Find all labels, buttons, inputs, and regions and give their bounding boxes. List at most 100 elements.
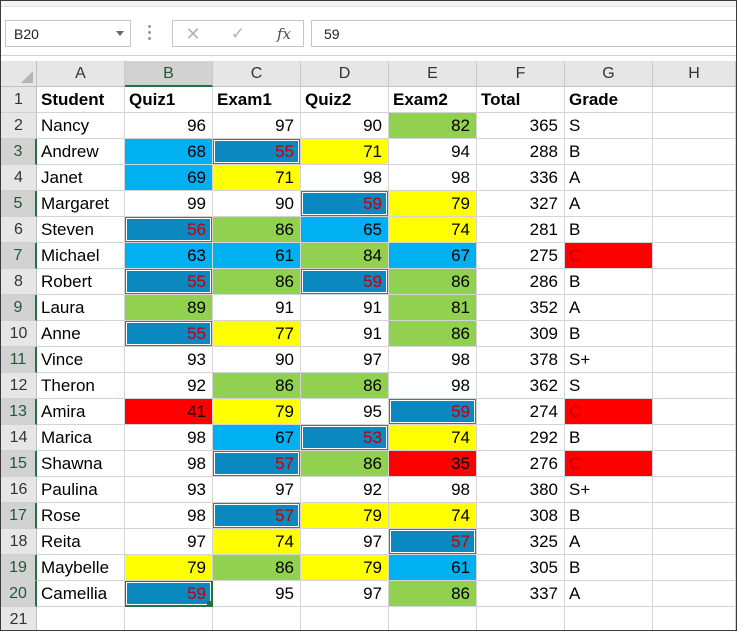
row-header-15[interactable]: 15 [1, 451, 37, 477]
row-header-18[interactable]: 18 [1, 529, 37, 555]
score-cell[interactable]: 68 [125, 139, 213, 165]
score-cell[interactable]: 59 [125, 581, 213, 607]
score-cell[interactable]: 81 [389, 295, 477, 321]
score-cell[interactable]: 59 [389, 399, 477, 425]
row-header-6[interactable]: 6 [1, 217, 37, 243]
score-cell[interactable]: 57 [213, 503, 301, 529]
score-cell[interactable]: 55 [125, 269, 213, 295]
empty-cell[interactable] [653, 243, 736, 269]
total-cell[interactable]: 327 [477, 191, 565, 217]
score-cell[interactable]: 57 [389, 529, 477, 555]
row-header-20[interactable]: 20 [1, 581, 37, 607]
total-cell[interactable]: 336 [477, 165, 565, 191]
score-cell[interactable]: 86 [213, 373, 301, 399]
student-name-cell[interactable]: Margaret [37, 191, 125, 217]
score-cell[interactable]: 59 [301, 191, 389, 217]
score-cell[interactable]: 98 [125, 451, 213, 477]
empty-cell[interactable] [653, 87, 736, 113]
empty-cell[interactable] [653, 581, 736, 607]
header-cell-total[interactable]: Total [477, 87, 565, 113]
total-cell[interactable]: 362 [477, 373, 565, 399]
insert-function-icon[interactable]: fx [276, 25, 291, 43]
score-cell[interactable]: 86 [213, 555, 301, 581]
total-cell[interactable]: 309 [477, 321, 565, 347]
score-cell[interactable]: 82 [389, 113, 477, 139]
score-cell[interactable]: 98 [125, 425, 213, 451]
student-name-cell[interactable]: Vince [37, 347, 125, 373]
score-cell[interactable]: 98 [389, 347, 477, 373]
student-name-cell[interactable]: Robert [37, 269, 125, 295]
score-cell[interactable]: 79 [213, 399, 301, 425]
enter-check-icon[interactable]: ✓ [230, 24, 246, 43]
empty-cell[interactable] [653, 607, 736, 630]
score-cell[interactable]: 98 [389, 373, 477, 399]
score-cell[interactable]: 53 [301, 425, 389, 451]
empty-cell[interactable] [653, 139, 736, 165]
column-header-h[interactable]: H [653, 61, 736, 87]
total-cell[interactable]: 305 [477, 555, 565, 581]
row-header-2[interactable]: 2 [1, 113, 37, 139]
student-name-cell[interactable]: Andrew [37, 139, 125, 165]
grade-cell[interactable]: A [565, 295, 653, 321]
row-header-9[interactable]: 9 [1, 295, 37, 321]
grade-cell[interactable]: B [565, 425, 653, 451]
empty-cell[interactable] [37, 607, 125, 630]
empty-cell[interactable] [653, 165, 736, 191]
empty-cell[interactable] [653, 503, 736, 529]
score-cell[interactable]: 97 [301, 347, 389, 373]
total-cell[interactable]: 274 [477, 399, 565, 425]
total-cell[interactable]: 281 [477, 217, 565, 243]
empty-cell[interactable] [653, 555, 736, 581]
total-cell[interactable]: 365 [477, 113, 565, 139]
student-name-cell[interactable]: Janet [37, 165, 125, 191]
fill-handle[interactable] [207, 601, 212, 606]
score-cell[interactable]: 74 [213, 529, 301, 555]
student-name-cell[interactable]: Laura [37, 295, 125, 321]
grade-cell[interactable]: S+ [565, 347, 653, 373]
score-cell[interactable]: 92 [125, 373, 213, 399]
total-cell[interactable]: 325 [477, 529, 565, 555]
header-cell-quiz1[interactable]: Quiz1 [125, 87, 213, 113]
score-cell[interactable]: 97 [125, 529, 213, 555]
student-name-cell[interactable]: Anne [37, 321, 125, 347]
score-cell[interactable]: 90 [213, 347, 301, 373]
student-name-cell[interactable]: Camellia [37, 581, 125, 607]
student-name-cell[interactable]: Nancy [37, 113, 125, 139]
column-header-f[interactable]: F [477, 61, 565, 87]
student-name-cell[interactable]: Maybelle [37, 555, 125, 581]
row-header-17[interactable]: 17 [1, 503, 37, 529]
column-header-b[interactable]: B [125, 61, 213, 87]
score-cell[interactable]: 77 [213, 321, 301, 347]
total-cell[interactable]: 352 [477, 295, 565, 321]
score-cell[interactable]: 97 [301, 529, 389, 555]
empty-cell[interactable] [301, 607, 389, 630]
student-name-cell[interactable]: Paulina [37, 477, 125, 503]
grade-cell[interactable]: B [565, 321, 653, 347]
row-header-11[interactable]: 11 [1, 347, 37, 373]
grade-cell[interactable]: C [565, 399, 653, 425]
score-cell[interactable]: 91 [301, 321, 389, 347]
score-cell[interactable]: 55 [125, 321, 213, 347]
score-cell[interactable]: 79 [125, 555, 213, 581]
score-cell[interactable]: 86 [389, 269, 477, 295]
score-cell[interactable]: 98 [125, 503, 213, 529]
empty-cell[interactable] [213, 607, 301, 630]
empty-cell[interactable] [653, 451, 736, 477]
score-cell[interactable]: 59 [301, 269, 389, 295]
grade-cell[interactable]: A [565, 581, 653, 607]
score-cell[interactable]: 97 [213, 477, 301, 503]
score-cell[interactable]: 98 [389, 165, 477, 191]
score-cell[interactable]: 91 [301, 295, 389, 321]
column-header-c[interactable]: C [213, 61, 301, 87]
score-cell[interactable]: 74 [389, 217, 477, 243]
score-cell[interactable]: 61 [213, 243, 301, 269]
chevron-down-icon[interactable] [116, 31, 124, 36]
empty-cell[interactable] [653, 399, 736, 425]
cancel-icon[interactable]: ✕ [185, 24, 201, 44]
score-cell[interactable]: 57 [213, 451, 301, 477]
select-all-corner[interactable] [1, 61, 37, 87]
score-cell[interactable]: 79 [301, 503, 389, 529]
score-cell[interactable]: 94 [389, 139, 477, 165]
score-cell[interactable]: 93 [125, 477, 213, 503]
score-cell[interactable]: 93 [125, 347, 213, 373]
